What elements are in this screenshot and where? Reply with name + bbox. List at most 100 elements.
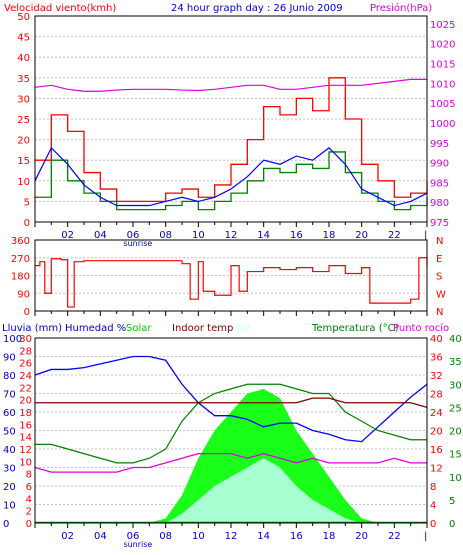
wind-tick-label: 25 bbox=[17, 115, 30, 126]
temperature-tick-label: 16 bbox=[430, 445, 443, 456]
wind-tick-label: 0 bbox=[24, 218, 30, 229]
hour-tick-label: 18 bbox=[323, 230, 336, 241]
pressure-tick-label: 1025 bbox=[430, 20, 455, 31]
temperature-tick-label: 12 bbox=[430, 464, 443, 475]
hour-tick-label: 12 bbox=[225, 230, 238, 241]
compass-tick-label: S bbox=[436, 272, 442, 283]
temperature-tick-label: 4 bbox=[430, 501, 436, 512]
hour-tick-label: 14 bbox=[257, 230, 270, 241]
compass-tick-label: W bbox=[436, 289, 446, 300]
hour-tick-label: 02 bbox=[61, 531, 74, 542]
indoor-temp-legend: Indoor temp bbox=[172, 323, 233, 334]
humidity-tick-label: 60 bbox=[3, 408, 16, 419]
wind-tick-label: 30 bbox=[17, 94, 30, 105]
hour-tick-label: 18 bbox=[323, 531, 336, 542]
sunrise-marker: sunrise bbox=[123, 239, 152, 248]
wind-tick-label: 40 bbox=[17, 53, 30, 64]
chart-title: 24 hour graph day : 26 Junio 2009 bbox=[171, 3, 343, 14]
rain-axis-title: Lluvia (mm) bbox=[2, 323, 62, 334]
pressure-tick-label: 990 bbox=[430, 159, 449, 170]
compass-tick-label: N bbox=[436, 307, 443, 318]
pressure-tick-label: 1010 bbox=[430, 79, 455, 90]
temperature2-tick-label: 30 bbox=[449, 380, 462, 391]
pressure-tick-label: 995 bbox=[430, 139, 449, 150]
pressure-tick-label: 985 bbox=[430, 178, 449, 189]
direction-tick-label: 0 bbox=[24, 307, 30, 318]
hour-tick-label: 02 bbox=[61, 230, 74, 241]
direction-tick-label: 180 bbox=[11, 272, 30, 283]
rain-tick-label: 10 bbox=[19, 457, 32, 468]
rain-tick-label: 12 bbox=[19, 445, 32, 456]
temperature2-tick-label: 25 bbox=[449, 403, 462, 414]
rain-tick-label: 28 bbox=[19, 346, 32, 357]
humidity-tick-label: 0 bbox=[3, 519, 9, 530]
humidity-axis-title: Humedad % bbox=[65, 323, 126, 334]
hour-tick-label: 04 bbox=[94, 230, 107, 241]
humidity-tick-label: 90 bbox=[3, 353, 16, 364]
hour-tick-label: 04 bbox=[94, 531, 107, 542]
wind-tick-label: 35 bbox=[17, 74, 30, 85]
solar-legend: Solar bbox=[126, 323, 152, 334]
temperature-tick-label: 36 bbox=[430, 353, 443, 364]
hour-tick-label: 14 bbox=[257, 531, 270, 542]
hour-tick-label: 20 bbox=[355, 531, 368, 542]
pressure-tick-label: 1005 bbox=[430, 99, 455, 110]
rain-tick-label: 26 bbox=[19, 359, 32, 370]
wind-gust-line bbox=[35, 77, 428, 203]
hour-tick-label: 08 bbox=[159, 230, 172, 241]
temperature-tick-label: 0 bbox=[430, 519, 436, 530]
temperature2-tick-label: 0 bbox=[449, 519, 455, 530]
wind-tick-label: 5 bbox=[24, 197, 30, 208]
temperature-tick-label: 8 bbox=[430, 482, 436, 493]
rain-tick-label: 16 bbox=[19, 420, 32, 431]
rain-tick-label: 18 bbox=[19, 408, 32, 419]
pressure-line bbox=[34, 78, 427, 92]
hour-tick-label: 20 bbox=[355, 230, 368, 241]
hour-end-mark: | bbox=[424, 230, 427, 241]
temperature2-tick-label: 15 bbox=[449, 450, 462, 461]
temperature2-tick-label: 40 bbox=[449, 334, 462, 345]
rain-tick-label: 14 bbox=[19, 433, 32, 444]
hour-tick-label: 16 bbox=[290, 230, 303, 241]
hour-tick-label: 08 bbox=[159, 531, 172, 542]
wind-axis-title: Velocidad viento(kmh) bbox=[4, 3, 116, 14]
rain-tick-label: 8 bbox=[26, 470, 32, 481]
wind-blue-line bbox=[34, 146, 428, 207]
direction-tick-label: 90 bbox=[17, 289, 30, 300]
humidity-tick-label: 70 bbox=[3, 390, 16, 401]
wind-direction-line bbox=[35, 257, 428, 308]
rain-tick-label: 2 bbox=[26, 507, 32, 518]
hour-tick-label: 10 bbox=[192, 531, 205, 542]
wind-tick-label: 50 bbox=[17, 12, 30, 23]
wind-tick-label: 20 bbox=[17, 136, 30, 147]
hour-tick-label: 06 bbox=[127, 230, 140, 241]
pressure-tick-label: 975 bbox=[430, 218, 449, 229]
direction-tick-label: 360 bbox=[11, 236, 30, 247]
hour-tick-label: 16 bbox=[290, 531, 303, 542]
humidity-tick-label: 40 bbox=[3, 445, 16, 456]
dew-point-line bbox=[34, 453, 427, 473]
humidity-tick-label: 80 bbox=[3, 371, 16, 382]
temperature-tick-label: 40 bbox=[430, 334, 443, 345]
temperature-tick-label: 20 bbox=[430, 427, 443, 438]
wind-tick-label: 45 bbox=[17, 33, 30, 44]
pressure-tick-label: 1000 bbox=[430, 119, 455, 130]
rain-tick-label: 4 bbox=[26, 494, 32, 505]
direction-tick-label: 270 bbox=[11, 254, 30, 265]
rain-tick-label: 6 bbox=[26, 482, 32, 493]
humidity-tick-label: 100 bbox=[3, 334, 22, 345]
indoor-temp-line bbox=[35, 397, 428, 408]
rain-tick-label: 0 bbox=[26, 519, 32, 530]
temperature-line bbox=[35, 383, 427, 464]
pressure-tick-label: 1020 bbox=[430, 40, 455, 51]
temperature2-tick-label: 35 bbox=[449, 357, 462, 368]
pressure-axis-title: Presión(hPa) bbox=[370, 2, 432, 14]
hour-tick-label: 22 bbox=[388, 230, 401, 241]
compass-tick-label: N bbox=[436, 236, 443, 247]
temperature2-tick-label: 20 bbox=[449, 427, 462, 438]
rain-tick-label: 24 bbox=[19, 371, 32, 382]
hour-end-mark: | bbox=[424, 531, 427, 542]
rain-tick-label: 30 bbox=[19, 334, 32, 345]
sunrise-marker: sunrise bbox=[123, 540, 152, 549]
rain-tick-label: 22 bbox=[19, 383, 32, 394]
